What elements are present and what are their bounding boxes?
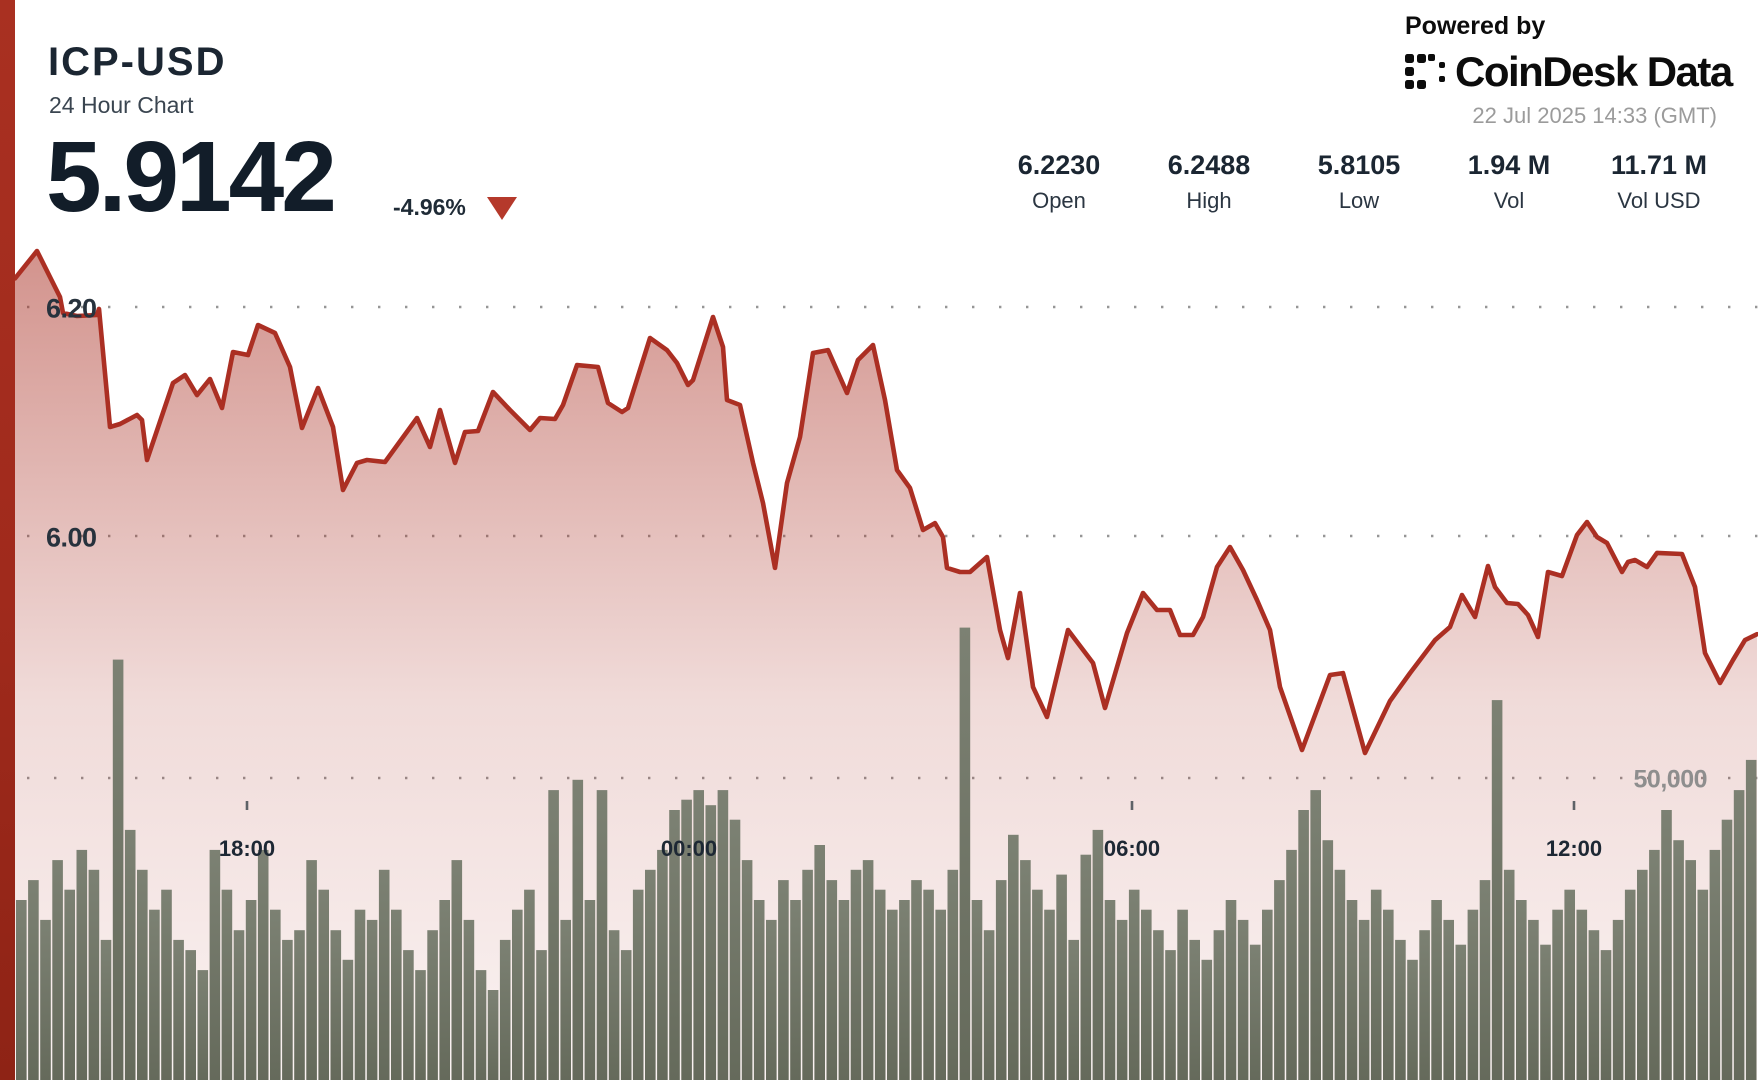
stat-low-label: Low <box>1338 188 1380 213</box>
stat-open-label: Open <box>1032 188 1086 213</box>
stat-high-label: High <box>1186 188 1232 213</box>
chart-timestamp: 22 Jul 2025 14:33 (GMT) <box>1472 103 1717 128</box>
price-change-percent: -4.96% <box>393 194 466 220</box>
stat-vol-value: 1.94 M <box>1467 150 1551 180</box>
coindesk-logo-word2: Data <box>1646 48 1734 95</box>
stat-vol-usd-value: 11.71 M <box>1610 150 1708 180</box>
branding-block: Powered by CoinDesk Data 22 Jul 2025 14:… <box>1405 12 1733 129</box>
stat-vol-usd-label: Vol USD <box>1617 188 1701 213</box>
stat-vol: 1.94 M Vol <box>1434 150 1584 214</box>
stat-open-value: 6.2230 <box>1017 150 1101 180</box>
coindesk-logo-icon <box>1405 54 1445 89</box>
stat-low: 5.8105 Low <box>1284 150 1434 214</box>
powered-by-label: Powered by <box>1405 12 1546 40</box>
page-title-symbol: ICP-USD <box>48 40 227 84</box>
stat-vol-label: Vol <box>1493 188 1525 213</box>
stat-high: 6.2488 High <box>1134 150 1284 214</box>
stat-low-value: 5.8105 <box>1317 150 1401 180</box>
stat-high-value: 6.2488 <box>1167 150 1251 180</box>
stat-vol-usd: 11.71 M Vol USD <box>1584 150 1734 214</box>
chart-subtitle: 24 Hour Chart <box>49 92 194 118</box>
ohlc-stats-row: 6.2230 Open 6.2488 High 5.8105 Low 1.94 … <box>984 150 1744 214</box>
coindesk-logo: CoinDesk Data <box>1405 48 1733 95</box>
current-price: 5.9142 <box>46 121 337 233</box>
left-accent-bar <box>0 0 15 1080</box>
stat-open: 6.2230 Open <box>984 150 1134 214</box>
price-down-triangle-icon <box>487 197 517 220</box>
coindesk-logo-word1: CoinDesk <box>1455 48 1638 95</box>
